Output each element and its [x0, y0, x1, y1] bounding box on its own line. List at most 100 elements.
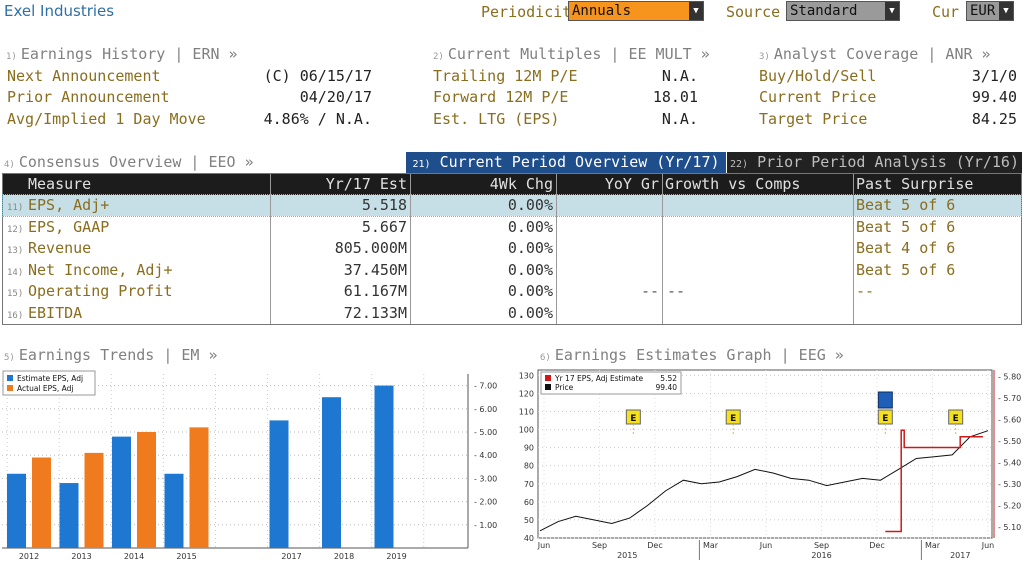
earnings-trends-chart: - 1.00 - 2.00 - 3.00 - 4.00 - 5.00 - 6.00 - 7.… [2, 370, 497, 561]
year-label: 2016 [811, 551, 831, 560]
table-row[interactable]: 16) EBITDA 72.133M 0.00% [3, 303, 1021, 324]
cell-surprise: Beat 5 of 6 [856, 217, 956, 236]
bar-actual [137, 432, 156, 548]
section-title: Consensus Overview | EEO » [18, 153, 254, 171]
cell-chg: 0.00% [507, 303, 553, 322]
prior-announcement-value: 04/20/17 [299, 88, 372, 106]
legend-box [540, 371, 682, 395]
col-yoy-gr[interactable]: YoY Gr [604, 175, 659, 193]
legend-swatch [7, 385, 13, 391]
ltg-value: N.A. [661, 110, 698, 128]
earnings-marker-label: E [630, 414, 636, 424]
periodicity-select[interactable]: Annuals ▼ [568, 1, 704, 21]
cell-measure: EPS, GAAP [28, 217, 110, 236]
cell-est: 61.167M [343, 282, 407, 300]
cell-surprise: -- [856, 282, 875, 300]
current-price-label: Current Price [759, 88, 877, 106]
earnings-trends-link[interactable]: 5) Earnings Trends | EM » [4, 346, 218, 364]
consensus-overview-link[interactable]: 4) Consensus Overview | EEO » [4, 153, 254, 171]
row-number: 13) [7, 246, 24, 256]
cell-est: 5.667 [361, 217, 407, 236]
cell-chg: 0.00% [507, 217, 553, 236]
table-row[interactable]: 14) Net Income, Adj+ 37.450M 0.00% Beat 5 of… [3, 260, 1021, 281]
month-tick-label: Sep [814, 541, 829, 550]
legend-label: Price [555, 383, 574, 392]
cell-est: 72.133M [343, 303, 407, 322]
tab-label: Prior Period Analysis (Yr/16) [757, 153, 1019, 171]
month-tick-label: Dec [869, 541, 884, 550]
y-tick-label: - 7.00 [474, 382, 497, 391]
legend-box [2, 370, 96, 396]
col-growth-comps[interactable]: Growth vs Comps [665, 175, 801, 193]
legend-swatch [7, 375, 13, 381]
target-price-label: Target Price [759, 110, 868, 128]
bar-estimate [322, 397, 341, 548]
cell-est: 805.000M [334, 239, 407, 257]
cell-chg: 0.00% [507, 196, 553, 214]
earnings-marker-label: E [882, 414, 888, 424]
bar-actual [189, 427, 209, 548]
cell-est: 37.450M [343, 260, 407, 279]
month-tick-label: Dec [647, 541, 662, 550]
left-tick-label: 80 [524, 462, 534, 471]
x-tick-label: 2018 [334, 552, 354, 561]
section-title: Current Multiples | EE MULT » [447, 45, 710, 63]
col-past-surprise[interactable]: Past Surprise [856, 175, 974, 193]
estimate-line [885, 429, 983, 533]
source-select[interactable]: Standard ▼ [786, 1, 900, 21]
cell-yoy [557, 217, 659, 238]
bar-estimate [164, 473, 184, 548]
cell-est: 5.518 [361, 196, 407, 214]
table-header: Measure Yr/17 Est 4Wk Chg YoY Gr Growth … [3, 174, 1021, 195]
left-tick-label: 90 [524, 444, 534, 453]
col-4wk-chg[interactable]: 4Wk Chg [489, 175, 553, 193]
avg-move-label: Avg/Implied 1 Day Move [7, 110, 206, 128]
left-tick-label: 120 [519, 389, 534, 398]
current-price-value: 99.40 [971, 88, 1017, 106]
cell-yoy [557, 195, 659, 216]
row-number: 16) [7, 310, 24, 321]
earnings-history-link[interactable]: 1) Earnings History | ERN » [6, 45, 238, 63]
col-measure[interactable]: Measure [28, 175, 92, 193]
cell-surprise: Beat 5 of 6 [856, 196, 956, 214]
bar-estimate [112, 436, 131, 548]
table-row[interactable]: 15) Operating Profit 61.167M 0.00% -- -- -- [3, 281, 1021, 302]
legend-swatch [545, 384, 551, 390]
left-tick-label: 130 [519, 371, 534, 380]
col-est[interactable]: Yr/17 Est [325, 175, 407, 193]
tab-current-period[interactable]: 21) Current Period Overview (Yr/17) [406, 152, 726, 173]
security-title: Exel Industries [4, 2, 115, 20]
cell-measure: EBITDA [28, 303, 83, 322]
month-tick-label: Sep [592, 541, 607, 550]
left-tick-label: 40 [524, 534, 534, 543]
tab-prior-period[interactable]: 22) Prior Period Analysis (Yr/16) [727, 152, 1022, 173]
left-tick-label: 50 [524, 516, 534, 525]
bar-estimate [374, 385, 394, 548]
table-row[interactable]: 11) EPS, Adj+ 5.518 0.00% Beat 5 of 6 [2, 194, 1022, 217]
cell-chg: 0.00% [507, 239, 553, 257]
event-marker [877, 391, 893, 409]
row-number-cell: 11) [7, 195, 27, 216]
legend-value: 99.40 [656, 383, 678, 392]
buy-hold-sell-label: Buy/Hold/Sell [759, 67, 877, 85]
table-row[interactable]: 13) Revenue 805.000M 0.00% Beat 4 of 6 [3, 238, 1021, 259]
plot-area [537, 369, 993, 539]
earnings-estimates-graph-link[interactable]: 6) Earnings Estimates Graph | EEG » [540, 346, 844, 364]
legend-label: Yr 17 EPS, Adj Estimate [554, 374, 644, 383]
analyst-coverage-link[interactable]: 3) Analyst Coverage | ANR » [759, 45, 991, 63]
y-tick-label: - 3.00 [474, 474, 497, 483]
bar-estimate [59, 483, 79, 548]
section-title: Earnings Estimates Graph | EEG » [554, 346, 844, 364]
trailing-pe-label: Trailing 12M P/E [433, 67, 578, 85]
periodicity-label: Periodicity [481, 3, 581, 21]
current-multiples-link[interactable]: 2) Current Multiples | EE MULT » [433, 45, 710, 63]
currency-select[interactable]: EUR ▼ [966, 1, 1014, 21]
year-label: 2017 [950, 551, 970, 560]
tab-number: 21) [412, 159, 431, 170]
bar-actual [32, 457, 51, 548]
right-tick-label: - 5.70 [998, 394, 1021, 403]
earnings-marker-label: E [953, 414, 959, 424]
table-row[interactable]: 12) EPS, GAAP 5.667 0.00% Beat 5 of 6 [3, 217, 1021, 238]
currency-value: EUR [970, 3, 996, 19]
cell-chg: 0.00% [507, 260, 553, 279]
